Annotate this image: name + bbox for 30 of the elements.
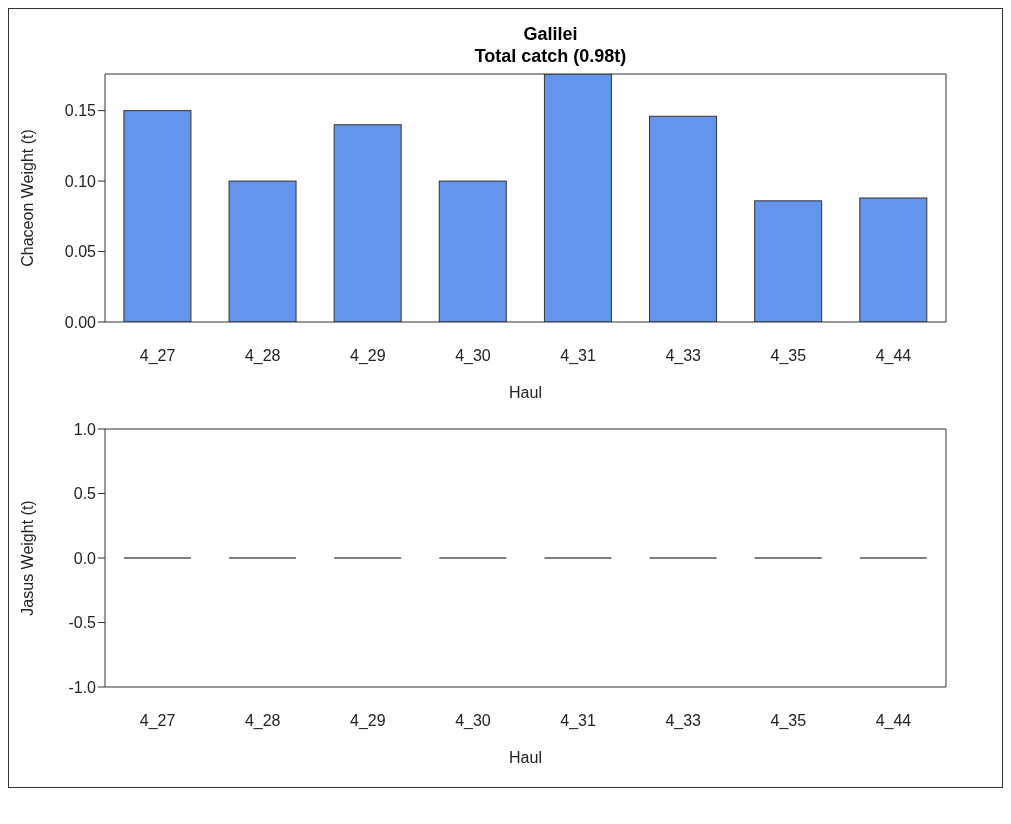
x-tick-label: 4_33: [665, 347, 702, 366]
x-tick-label: 4_27: [139, 712, 176, 731]
x-axis-title: Haul: [509, 749, 542, 766]
y-tick-label: 0.05: [64, 243, 97, 261]
x-tick-label: 4_27: [139, 347, 176, 366]
y-axis-title: Jasus Weight (t): [18, 500, 36, 616]
y-tick-label: 0.0: [73, 549, 97, 567]
y-tick-label: 0.00: [64, 313, 97, 331]
x-tick-label: 4_44: [875, 347, 912, 366]
x-tick-label: 4_44: [875, 712, 912, 731]
x-tick-label: 4_35: [770, 347, 807, 366]
y-axis-title: Chaceon Weight (t): [18, 129, 36, 267]
x-tick-label: 4_30: [455, 347, 491, 366]
x-tick-label: 4_28: [244, 347, 281, 366]
y-tick-label: 0.15: [64, 102, 97, 120]
chart-title: Galilei Total catch (0.98t): [473, 23, 628, 67]
x-axis-title: Haul: [509, 384, 542, 401]
y-tick-label: 0.5: [73, 485, 97, 503]
y-tick-label: -0.5: [68, 614, 97, 632]
y-tick-label: -1.0: [68, 678, 97, 696]
x-tick-label: 4_35: [770, 712, 807, 731]
x-tick-label: 4_30: [455, 712, 491, 731]
x-tick-label: 4_31: [560, 347, 596, 366]
y-tick-label: 1.0: [73, 420, 97, 438]
x-tick-label: 4_29: [350, 347, 386, 366]
x-tick-label: 4_28: [244, 712, 281, 731]
x-tick-label: 4_33: [665, 712, 702, 731]
y-tick-label: 0.10: [64, 172, 97, 190]
x-tick-label: 4_29: [350, 712, 386, 731]
x-tick-label: 4_31: [560, 712, 596, 731]
